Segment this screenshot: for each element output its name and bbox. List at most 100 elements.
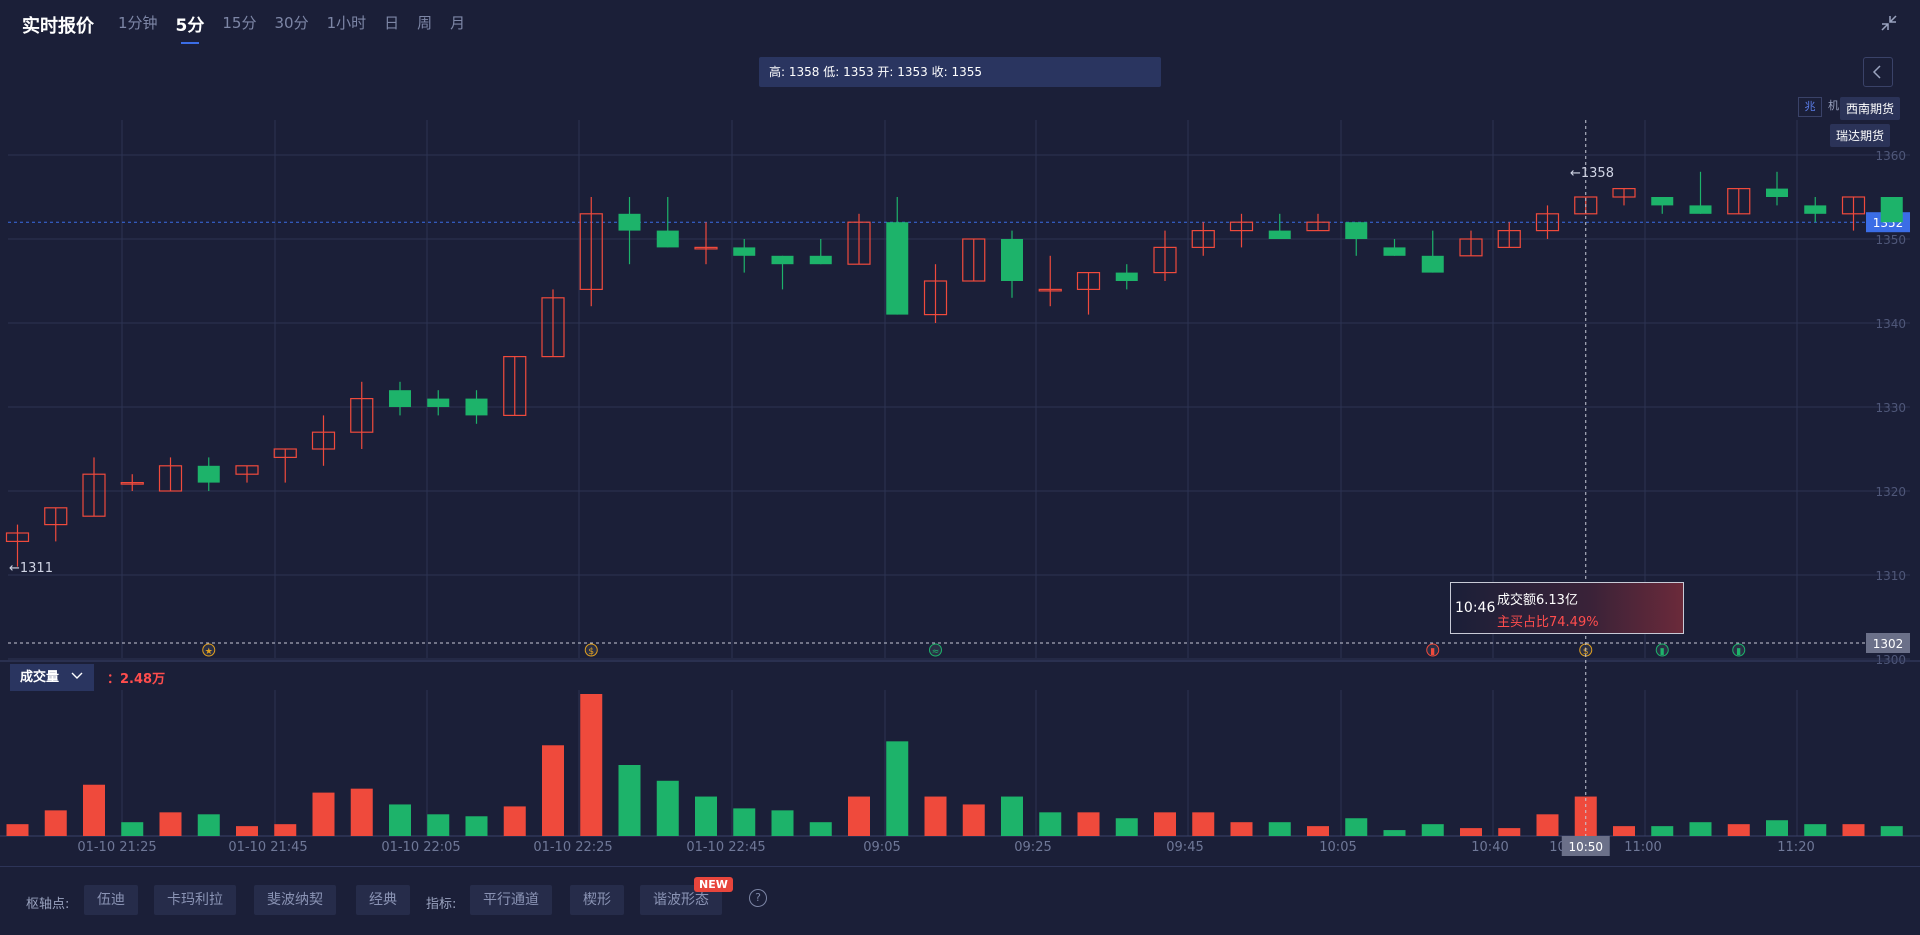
help-icon[interactable]: ? [749,889,767,907]
tab-interval-5[interactable]: 日 [384,14,400,32]
candle-body [427,398,450,407]
price-tick-label: 1350 [1875,233,1906,247]
candle-body [465,398,488,416]
volume-bar [1383,830,1406,836]
crosshair-time-label: 10:50 [1568,840,1603,854]
tab-interval-2[interactable]: 15分 [222,14,257,32]
candle-body [1345,222,1368,239]
volume-bar [886,741,909,836]
volume-bar [1077,812,1100,836]
wedge-button[interactable]: 楔形 [570,885,624,915]
indicator-label: 指标: [426,897,457,912]
price-tick-label: 1310 [1875,569,1906,583]
volume-bar [44,810,67,836]
volume-bar [1115,818,1138,836]
tab-interval-6[interactable]: 周 [417,14,433,32]
page-title: 实时报价 [22,16,94,37]
x-axis-label: 11:00 [1624,840,1661,855]
pivot-fibonacci-button[interactable]: 斐波纳契 [254,885,336,915]
volume-bar [1880,826,1903,836]
volume-bar [1230,822,1253,836]
candle-body [694,246,718,250]
candle-body [1076,272,1101,291]
event-marker [202,643,216,657]
price-tick-label: 1340 [1875,317,1906,331]
candle-body [579,213,603,291]
x-axis-label: 01-10 21:25 [77,840,156,855]
candle-body [120,482,144,485]
candle-body [235,465,259,475]
volume-bar [695,796,717,836]
tab-interval-7[interactable]: 月 [450,14,466,32]
tab-interval-4[interactable]: 1小时 [326,14,367,32]
candle-body [1535,213,1560,232]
volume-bar [1154,812,1176,836]
max-price-marker: ←1358 [1570,166,1614,181]
volume-bar [350,788,373,836]
candle-body [1191,230,1215,249]
sidebar-toggle-button[interactable] [1863,57,1893,87]
crosshair-tooltip: 10:46 成交额6.13亿 主买占比74.49% [1450,582,1684,634]
tab-interval-0[interactable]: 1分钟 [118,14,158,32]
candle-body [1001,239,1023,281]
candle-body [389,390,411,407]
candle-body [44,507,68,526]
volume-bar [197,814,220,836]
pivot-camarilla-button[interactable]: 卡玛利拉 [154,885,236,915]
chevron-down-icon [71,672,83,679]
volume-bar [6,824,29,836]
volume-bar [121,822,144,836]
x-axis-label: 09:25 [1014,840,1051,855]
candle-body [771,255,794,265]
broker-tag-ruida[interactable]: 瑞达期货 [1830,124,1891,147]
candle-body [1841,196,1866,215]
volume-indicator-select[interactable]: 成交量 [10,664,94,691]
candle-body [809,255,832,265]
candle-body [1038,288,1062,292]
volume-bar [618,765,641,836]
candle-body [1306,221,1330,232]
reference-price-tag [1866,633,1910,653]
event-marker-icon: $ [588,647,594,657]
x-axis-label: 09:45 [1166,840,1203,855]
volume-bar [274,824,297,836]
price-tick-label: 1320 [1875,485,1906,499]
volume-bar [542,745,564,836]
volume-bar [580,694,603,836]
event-marker-icon: ▮ [1736,647,1741,657]
tab-interval-3[interactable]: 30分 [274,14,309,32]
candle-body [1383,247,1406,256]
bottom-toolbar: 枢轴点: 伍迪 卡玛利拉 斐波纳契 经典 指标: 平行通道 楔形 谐波形态 NE… [0,866,1920,927]
candle-body [1766,188,1788,197]
candle-body [1497,230,1521,249]
mini-tag[interactable]: 兆 [1798,97,1822,117]
broker-tag-xinan[interactable]: 西南期货 [1840,97,1901,120]
candle-body [158,465,183,492]
parallel-channel-button[interactable]: 平行通道 [470,885,552,915]
x-axis-label: 01-10 22:45 [686,840,765,855]
candle-body [1727,188,1751,215]
collapse-icon[interactable] [1880,14,1898,32]
tooltip-time: 10:46 [1455,600,1496,616]
crosshair-time-tag [1561,836,1610,856]
pivot-label: 枢轴点: [26,897,70,912]
volume-bar [1498,828,1521,836]
volume-bar [503,806,526,836]
x-axis-label: 10:05 [1319,840,1356,855]
pivot-classic-button[interactable]: 经典 [356,885,410,915]
volume-bar [1651,826,1674,836]
volume-label: 成交量 [20,670,60,685]
candle-body [618,213,641,231]
event-marker-icon: ≈ [932,647,940,657]
volume-bar [1804,824,1827,836]
mini-tag-secondary[interactable]: 机 [1828,99,1839,112]
candle-body [1153,246,1177,274]
volume-bar [1689,822,1712,836]
candle-body [733,247,756,256]
pivot-woodie-button[interactable]: 伍迪 [84,885,138,915]
candle-body [1612,188,1636,198]
volume-bar [83,784,105,836]
tab-interval-1[interactable]: 5分 [176,11,204,44]
volume-bar [809,822,832,836]
